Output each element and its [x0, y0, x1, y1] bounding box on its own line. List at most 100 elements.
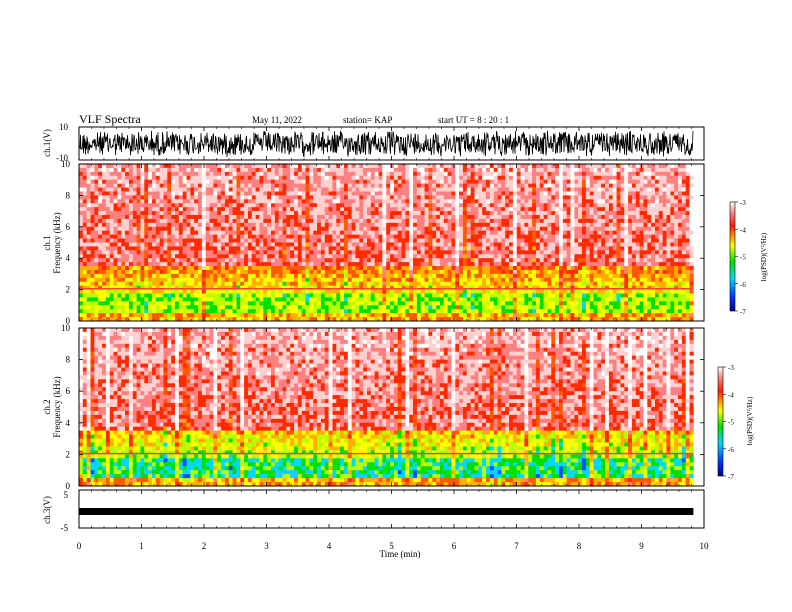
spectrogram-cell [148, 277, 153, 283]
spectrogram-cell [343, 273, 349, 279]
spectrogram-cell [86, 242, 91, 247]
spectrogram-cell [251, 171, 256, 177]
spectrogram-cell [270, 226, 276, 232]
spectrogram-cell [447, 167, 452, 173]
spectrogram-cell [474, 211, 479, 216]
spectrogram-cell [620, 277, 625, 283]
spectrogram-cell [251, 254, 256, 259]
spectrogram-cell [136, 234, 141, 239]
spectrogram-cell [370, 203, 375, 208]
spectrogram-cell [351, 266, 356, 271]
spectrogram-cell [351, 171, 356, 177]
spectrogram-cell [674, 183, 679, 188]
spectrogram-cell [639, 254, 644, 259]
spectrogram-cell [689, 222, 694, 228]
spectrogram-cell [201, 218, 207, 224]
spectrogram-cell [121, 222, 126, 228]
spectrogram-cell [459, 230, 464, 235]
spectrogram-cell [255, 269, 260, 275]
spectrogram-cell [117, 187, 122, 192]
spectrogram-cell [428, 179, 433, 184]
spectrogram-cell [451, 183, 456, 188]
spectrogram-cell [451, 175, 456, 180]
spectrogram-cell [566, 191, 571, 196]
spectrogram-cell [213, 273, 218, 279]
spectrogram-cell [443, 183, 448, 188]
spectrogram-cell [666, 218, 671, 224]
spectrogram-cell [390, 281, 395, 286]
spectrogram-cell [240, 277, 245, 283]
spectrogram-cell [562, 273, 567, 279]
spectrogram-cell [459, 226, 464, 232]
spectrogram-cell [359, 191, 364, 196]
spectrogram-cell [324, 238, 329, 243]
spectrogram-cell [612, 222, 617, 228]
spectrogram-cell [305, 254, 310, 259]
spectrogram-cell [612, 218, 617, 224]
spectrogram-cell [370, 273, 375, 279]
spectrogram-cell [528, 211, 533, 216]
spectrogram-cell [317, 254, 322, 259]
spectrogram-cell [128, 242, 134, 247]
spectrogram-cell [524, 238, 529, 243]
spectrogram-cell [512, 171, 518, 177]
spectrogram-cell [608, 183, 614, 188]
spectrogram-cell [601, 211, 606, 216]
spectrogram-cell [198, 230, 203, 235]
spectrogram-cell [512, 187, 518, 192]
spectrogram-cell [305, 215, 310, 220]
spectrogram-cell [436, 238, 441, 243]
spectrogram-cell [167, 269, 172, 275]
spectrogram-cell [94, 179, 99, 184]
spectrogram-cell [486, 203, 491, 208]
spectrogram-cell [505, 254, 510, 259]
spectrogram-cell [201, 175, 207, 180]
spectrogram-cell [512, 207, 518, 212]
spectrogram-cell [282, 273, 287, 279]
spectrogram-cell [643, 266, 648, 271]
spectrogram-cell [247, 269, 253, 275]
spectrogram-cell [608, 218, 614, 224]
spectrogram-cell [420, 183, 425, 188]
spectrogram-cell [355, 277, 360, 283]
spectrogram-cell [159, 191, 164, 196]
spectrogram-cell [148, 266, 153, 271]
spectrogram-cell [374, 250, 379, 255]
spectrogram-cell [217, 222, 222, 228]
spectrogram-cell [317, 277, 322, 283]
spectrogram-cell [294, 246, 299, 251]
spectrogram-cell [451, 266, 456, 271]
spectrogram-cell [436, 203, 441, 208]
spectrogram-cell [555, 203, 560, 208]
spectrogram-cell [524, 277, 529, 283]
spectrogram-cell [209, 250, 214, 255]
spectrogram-cell [355, 179, 360, 184]
spectrogram-cell [125, 273, 130, 279]
spectrogram-cell [689, 183, 694, 188]
spectrogram-cell [589, 269, 594, 275]
spectrogram-cell [443, 266, 448, 271]
spectrogram-cell [658, 203, 663, 208]
spectrogram-cell [294, 211, 299, 216]
spectrogram-cell [424, 175, 429, 180]
spectrogram-cell [462, 195, 468, 200]
spectrogram-cell [151, 273, 157, 279]
spectrogram-cell [585, 171, 590, 177]
spectrogram-cell [125, 242, 130, 247]
spectrogram-cell [582, 250, 587, 255]
spectrogram-cell [79, 199, 84, 204]
spectrogram-cell [539, 258, 544, 263]
spectrogram-cell [290, 258, 295, 263]
spectrogram-cell [620, 183, 625, 188]
spectrogram-cell [132, 246, 137, 251]
spectrogram-cell [597, 183, 602, 188]
spectrogram-cell [678, 183, 683, 188]
spectrogram-cell [109, 230, 114, 235]
spectrogram-cell [328, 226, 333, 232]
spectrogram-cell [589, 266, 594, 271]
spectrogram-cell [320, 175, 326, 180]
spectrogram-cell [98, 164, 103, 169]
spectrogram-cell [570, 277, 575, 283]
spectrogram-cell [121, 203, 126, 208]
spectrogram-cell [405, 254, 410, 259]
